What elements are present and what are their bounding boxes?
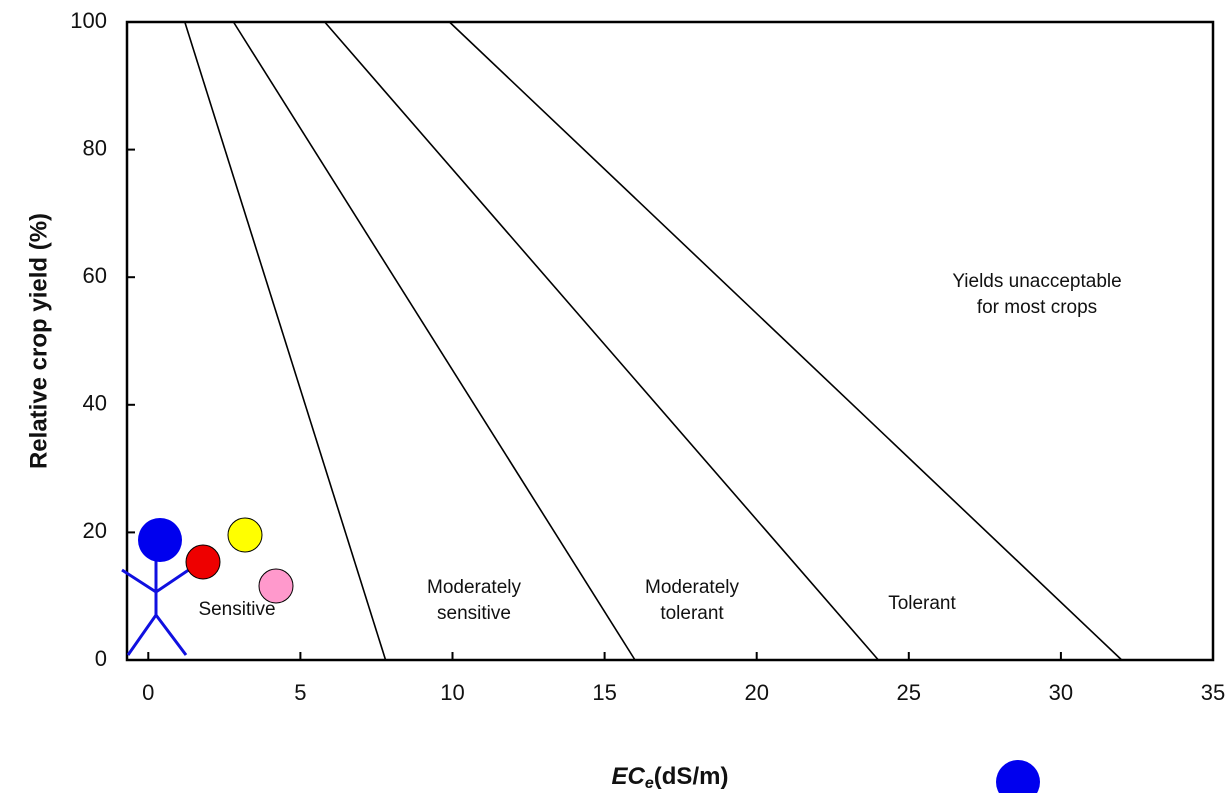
region-label: Sensitive bbox=[198, 599, 275, 620]
x-tick-label: 0 bbox=[142, 680, 154, 705]
yellow-ball bbox=[228, 518, 262, 552]
region-label: Moderately sensitive bbox=[427, 577, 521, 624]
region-label-line: Tolerant bbox=[888, 593, 956, 614]
y-tick-label: 40 bbox=[83, 391, 107, 416]
red-ball bbox=[186, 545, 220, 579]
region-label-line: Yields unacceptable bbox=[952, 271, 1121, 292]
chart: Relative crop yield (%) ECe(dS/m) 0 20 40 6… bbox=[0, 0, 1232, 793]
x-axis-title: ECe(dS/m) bbox=[612, 763, 729, 792]
region-label: Moderately tolerant bbox=[645, 577, 739, 624]
region-label: Yields unacceptable for most crops bbox=[952, 271, 1121, 318]
y-tick-label: 80 bbox=[83, 135, 107, 160]
y-tick-label: 20 bbox=[83, 518, 107, 543]
figure-legs bbox=[128, 615, 186, 655]
x-tick-label: 20 bbox=[744, 680, 768, 705]
x-title-unit: (dS/m) bbox=[654, 763, 729, 790]
y-axis-title: Relative crop yield (%) bbox=[25, 213, 52, 469]
figure-arms bbox=[122, 565, 196, 592]
region-label-line: Sensitive bbox=[198, 599, 275, 620]
region-label-line: Moderately bbox=[645, 577, 739, 598]
blue-ball bbox=[996, 760, 1040, 793]
y-tick-label: 60 bbox=[83, 263, 107, 288]
x-tick-label: 5 bbox=[294, 680, 306, 705]
region-label-line: tolerant bbox=[660, 603, 724, 624]
x-tick-label: 25 bbox=[897, 680, 921, 705]
x-title-subscript: e bbox=[645, 775, 654, 792]
x-tick-label: 10 bbox=[440, 680, 464, 705]
region-label-line: sensitive bbox=[437, 603, 511, 624]
x-tick-label: 35 bbox=[1201, 680, 1225, 705]
figure-head bbox=[138, 518, 182, 562]
region-label: Tolerant bbox=[888, 593, 956, 614]
decorations bbox=[122, 560, 196, 655]
region-label-line: Moderately bbox=[427, 577, 521, 598]
y-tick-label: 100 bbox=[70, 8, 107, 33]
boundary-line bbox=[325, 22, 879, 660]
y-tick-label: 0 bbox=[95, 646, 107, 671]
region-label-line: for most crops bbox=[977, 297, 1097, 318]
boundary-line bbox=[233, 22, 635, 660]
pink-ball bbox=[259, 569, 293, 603]
x-title-symbol: EC bbox=[612, 763, 646, 790]
x-tick-label: 15 bbox=[592, 680, 616, 705]
plot-frame bbox=[127, 22, 1213, 660]
x-tick-label: 30 bbox=[1049, 680, 1073, 705]
boundary-line bbox=[449, 22, 1121, 660]
